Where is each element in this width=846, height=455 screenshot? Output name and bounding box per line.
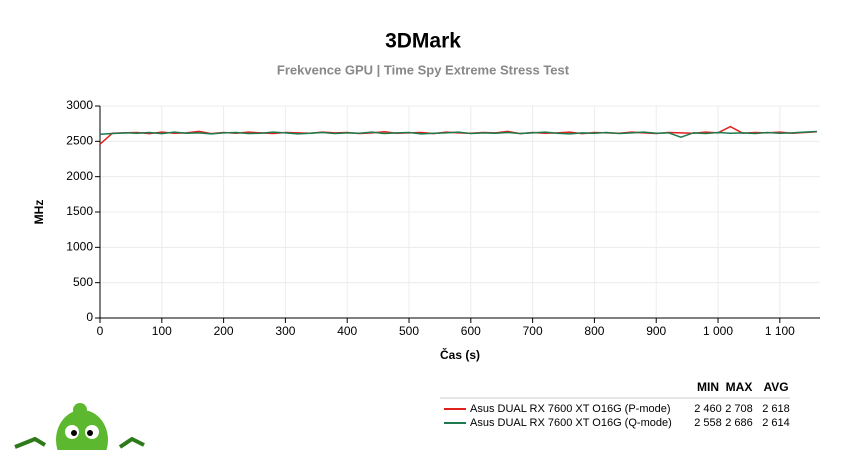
summary-header: MIN xyxy=(697,380,719,394)
y-tick-label: 3000 xyxy=(66,98,93,112)
y-tick-label: 0 xyxy=(86,310,93,324)
x-tick-label: 700 xyxy=(523,324,543,338)
x-tick-label: 900 xyxy=(646,324,666,338)
x-tick-label: 1 100 xyxy=(765,324,795,338)
summary-value: 2 460 xyxy=(694,403,722,415)
x-tick-label: 100 xyxy=(152,324,172,338)
x-tick-label: 500 xyxy=(399,324,419,338)
x-tick-label: 400 xyxy=(337,324,357,338)
x-axis-label: Čas (s) xyxy=(440,347,480,362)
y-tick-label: 1500 xyxy=(66,204,93,218)
y-tick-label: 2500 xyxy=(66,134,93,148)
x-tick-label: 800 xyxy=(584,324,604,338)
mascot xyxy=(14,403,145,455)
y-tick-label: 2000 xyxy=(66,169,93,183)
y-tick-label: 1000 xyxy=(66,240,93,254)
y-tick-label: 500 xyxy=(73,275,93,289)
chart-title: 3DMark xyxy=(385,30,461,53)
summary-header: MAX xyxy=(726,380,753,394)
summary-value: 2 708 xyxy=(725,403,753,415)
summary-value: 2 618 xyxy=(762,403,790,415)
x-tick-label: 600 xyxy=(461,324,481,338)
x-tick-label: 0 xyxy=(97,324,104,338)
summary-value: 2 686 xyxy=(725,417,753,429)
series-line xyxy=(99,130,817,139)
chart-subtitle: Frekvence GPU | Time Spy Extreme Stress … xyxy=(277,62,570,77)
legend-label: Asus DUAL RX 7600 XT O16G (Q-mode) xyxy=(470,417,672,429)
y-axis-label: MHz xyxy=(32,200,46,225)
summary-header: AVG xyxy=(763,380,788,394)
summary-value: 2 558 xyxy=(694,417,722,429)
legend-label: Asus DUAL RX 7600 XT O16G (P-mode) xyxy=(470,403,671,415)
x-tick-label: 200 xyxy=(214,324,234,338)
summary-value: 2 614 xyxy=(762,417,790,429)
x-tick-label: 300 xyxy=(275,324,295,338)
x-tick-label: 1 000 xyxy=(703,324,733,338)
